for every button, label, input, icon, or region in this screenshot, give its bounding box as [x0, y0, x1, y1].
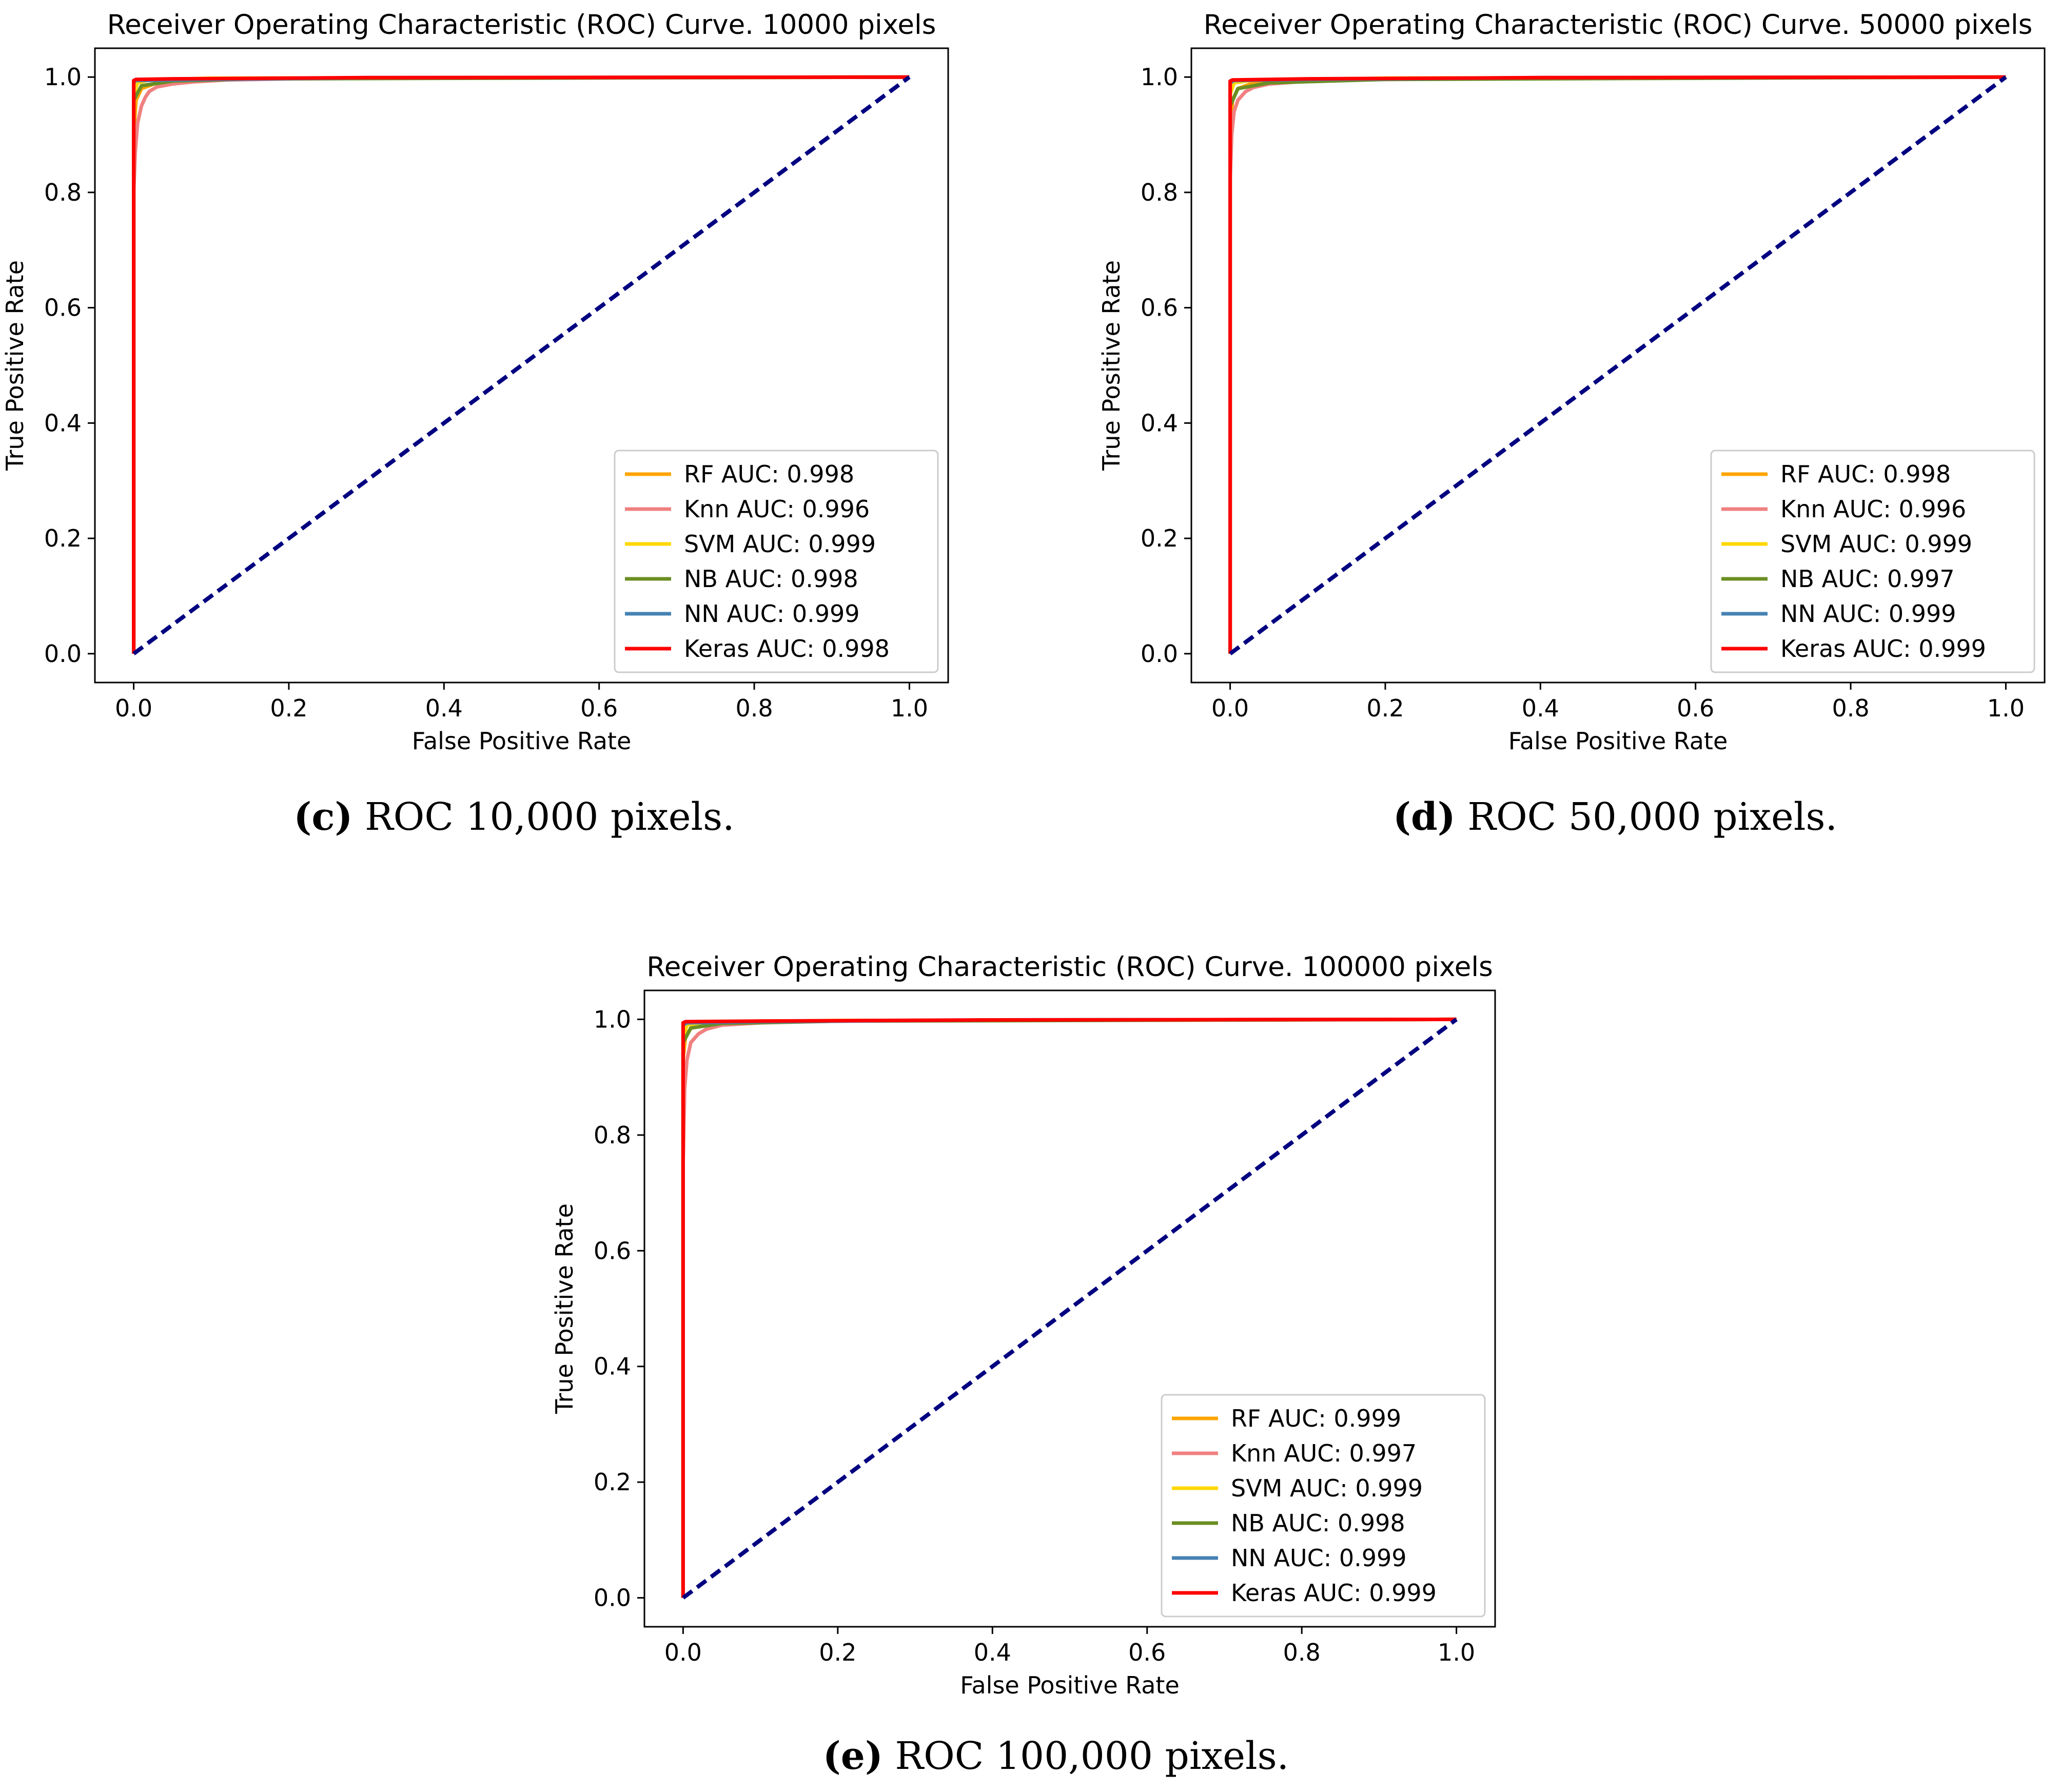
series-line-5 — [681, 1017, 1457, 1598]
caption-text: ROC 50,000 pixels. — [1456, 795, 1837, 839]
legend-entry: Keras AUC: 0.999 — [1780, 635, 1986, 663]
legend-entry: SVM AUC: 0.999 — [684, 530, 876, 558]
figure-caption: (d) ROC 50,000 pixels. — [1393, 795, 1837, 839]
y-tick-label: 0.8 — [1141, 179, 1178, 206]
x-tick-label: 0.4 — [974, 1639, 1011, 1666]
x-tick-label: 1.0 — [1438, 1639, 1475, 1666]
x-tick-label: 0.2 — [1366, 694, 1404, 722]
x-tick-label: 0.2 — [270, 694, 307, 722]
legend-entry: Knn AUC: 0.997 — [1231, 1439, 1417, 1467]
x-tick-label: 0.0 — [115, 694, 152, 722]
legend-entry: NN AUC: 0.999 — [684, 600, 860, 628]
series-group — [132, 75, 911, 656]
axes-frame — [643, 989, 1496, 1628]
x-tick-label: 0.6 — [580, 694, 618, 722]
series-line-5 — [1228, 75, 2006, 654]
x-tick-label: 1.0 — [1987, 694, 2025, 722]
legend-entry: RF AUC: 0.999 — [1231, 1405, 1401, 1432]
figure-caption: (e) ROC 100,000 pixels. — [823, 1734, 1289, 1778]
y-tick-label: 0.6 — [44, 294, 82, 322]
legend-entry: NB AUC: 0.998 — [1231, 1509, 1405, 1537]
series-line-5 — [132, 75, 910, 654]
x-axis-label: False Positive Rate — [1508, 727, 1728, 755]
y-tick-label: 0.4 — [594, 1353, 631, 1380]
chance-diagonal-line — [132, 75, 911, 656]
legend-box — [1710, 450, 2035, 673]
legend-entry: SVM AUC: 0.999 — [1780, 530, 1972, 558]
caption-text: ROC 10,000 pixels. — [352, 795, 734, 839]
legend-entry: RF AUC: 0.998 — [684, 460, 854, 488]
chance-diagonal-line — [1229, 75, 2007, 656]
x-tick-label: 0.0 — [664, 1639, 702, 1666]
chart-title: Receiver Operating Characteristic (ROC) … — [646, 951, 1493, 983]
y-tick-label: 0.8 — [594, 1121, 631, 1149]
x-tick-label: 0.8 — [735, 694, 773, 722]
y-tick-label: 1.0 — [44, 63, 82, 91]
x-tick-label: 0.8 — [1283, 1639, 1321, 1666]
x-axis-label: False Positive Rate — [960, 1671, 1180, 1699]
series-group — [681, 1017, 1458, 1600]
x-tick-label: 0.8 — [1832, 694, 1869, 722]
y-tick-label: 0.6 — [594, 1237, 631, 1264]
legend-box — [1161, 1394, 1486, 1618]
x-tick-label: 0.4 — [425, 694, 463, 722]
y-tick-label: 0.6 — [1141, 294, 1178, 322]
legend: RF AUC: 0.998 Knn AUC: 0.996 SVM AUC: 0.99… — [614, 450, 939, 673]
y-axis-label: True Positive Rate — [1, 260, 29, 471]
chart-title: Receiver Operating Characteristic (ROC) … — [107, 9, 936, 41]
y-tick-label: 0.2 — [44, 524, 82, 552]
legend-entry: Keras AUC: 0.998 — [684, 635, 890, 663]
legend: RF AUC: 0.998 Knn AUC: 0.996 SVM AUC: 0.99… — [1710, 450, 2035, 673]
x-tick-label: 1.0 — [891, 694, 928, 722]
legend-entry: NB AUC: 0.998 — [684, 565, 858, 593]
caption-text: ROC 100,000 pixels. — [883, 1734, 1289, 1778]
chart-title: Receiver Operating Characteristic (ROC) … — [1204, 9, 2033, 41]
y-tick-label: 0.2 — [594, 1468, 631, 1496]
x-tick-label: 0.4 — [1522, 694, 1559, 722]
roc-chart-0: Receiver Operating Characteristic (ROC) … — [1, 9, 949, 839]
roc-chart-1: Receiver Operating Characteristic (ROC) … — [1097, 9, 2046, 839]
y-tick-label: 0.0 — [44, 640, 82, 668]
legend-entry: Knn AUC: 0.996 — [1780, 495, 1966, 523]
legend-entry: Keras AUC: 0.999 — [1231, 1579, 1437, 1607]
y-tick-label: 1.0 — [1141, 63, 1178, 91]
y-tick-label: 0.0 — [1141, 640, 1178, 668]
legend-entry: NB AUC: 0.997 — [1780, 565, 1955, 593]
y-tick-label: 0.4 — [1141, 409, 1178, 437]
caption-letter: (c) — [293, 795, 352, 839]
y-tick-label: 0.0 — [594, 1584, 631, 1612]
chance-diagonal-line — [682, 1018, 1458, 1600]
y-tick-label: 1.0 — [594, 1005, 631, 1033]
y-tick-label: 0.4 — [44, 409, 82, 437]
legend-entry: Knn AUC: 0.996 — [684, 495, 870, 523]
legend-box — [614, 450, 939, 673]
legend-entry: RF AUC: 0.998 — [1780, 460, 1951, 488]
x-tick-label: 0.6 — [1128, 1639, 1166, 1666]
y-tick-label: 0.8 — [44, 179, 82, 206]
legend-entry: NN AUC: 0.999 — [1231, 1544, 1407, 1572]
caption-letter: (e) — [823, 1734, 883, 1778]
y-axis-label: True Positive Rate — [551, 1203, 578, 1414]
series-group — [1228, 75, 2007, 656]
x-tick-label: 0.2 — [819, 1639, 856, 1666]
figure-caption: (c) ROC 10,000 pixels. — [293, 795, 734, 839]
axes-frame — [1190, 47, 2046, 684]
y-axis-label: True Positive Rate — [1097, 260, 1125, 471]
legend-entry: NN AUC: 0.999 — [1780, 600, 1956, 628]
legend-entry: SVM AUC: 0.999 — [1231, 1474, 1423, 1502]
x-axis-label: False Positive Rate — [412, 727, 632, 755]
caption-letter: (d) — [1393, 795, 1456, 839]
x-tick-label: 0.6 — [1677, 694, 1714, 722]
roc-chart-2: Receiver Operating Characteristic (ROC) … — [551, 951, 1496, 1778]
x-tick-label: 0.0 — [1211, 694, 1249, 722]
axes-frame — [94, 47, 949, 684]
legend: RF AUC: 0.999 Knn AUC: 0.997 SVM AUC: 0.99… — [1161, 1394, 1486, 1618]
y-tick-label: 0.2 — [1141, 524, 1178, 552]
